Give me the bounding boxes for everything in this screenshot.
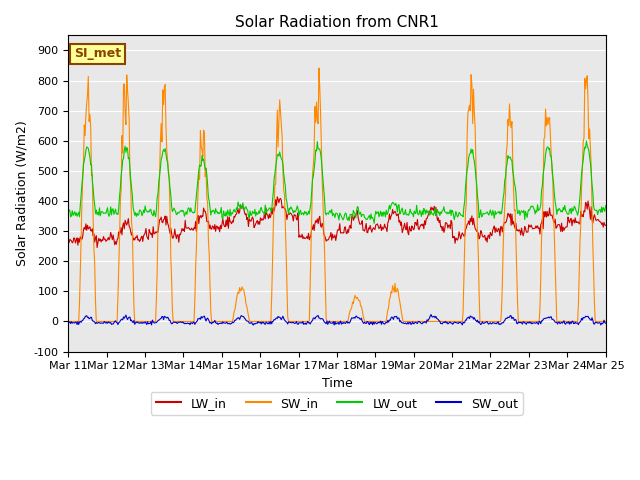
Title: Solar Radiation from CNR1: Solar Radiation from CNR1 (235, 15, 439, 30)
LW_out (552, 204, 560, 210)
SW_in (518, 319, 525, 324)
Text: SI_met: SI_met (74, 48, 121, 60)
SW_out (602, 320, 609, 326)
SW_out (79, 316, 87, 322)
SW_out (208, 321, 216, 327)
LW_out (518, 208, 525, 214)
Line: SW_in: SW_in (68, 68, 605, 322)
LW_in (553, 225, 561, 230)
X-axis label: Time: Time (321, 377, 353, 390)
SW_in (602, 319, 609, 324)
LW_out (602, 203, 609, 209)
LW_out (208, 208, 216, 214)
LW_in (273, 194, 281, 200)
SW_out (152, 320, 159, 325)
SW_out (250, 322, 257, 328)
SW_out (65, 321, 72, 327)
LW_out (240, 205, 248, 211)
Line: LW_out: LW_out (68, 141, 605, 223)
SW_in (552, 295, 560, 301)
LW_out (65, 210, 72, 216)
LW_out (152, 214, 159, 219)
SW_in (65, 319, 72, 324)
SW_in (79, 159, 87, 165)
LW_out (79, 162, 87, 168)
SW_in (152, 319, 159, 324)
SW_out (428, 312, 435, 317)
LW_in (65, 237, 72, 243)
SW_in (208, 319, 216, 324)
LW_in (93, 245, 101, 251)
SW_out (240, 314, 248, 320)
LW_in (152, 230, 160, 236)
Legend: LW_in, SW_in, LW_out, SW_out: LW_in, SW_in, LW_out, SW_out (151, 392, 523, 415)
LW_out (371, 220, 378, 226)
LW_in (79, 227, 87, 232)
SW_in (240, 287, 248, 292)
SW_in (315, 65, 323, 71)
Line: SW_out: SW_out (68, 314, 605, 325)
LW_in (209, 223, 216, 229)
LW_in (602, 223, 609, 228)
LW_out (582, 138, 590, 144)
Line: LW_in: LW_in (68, 197, 605, 248)
Y-axis label: Solar Radiation (W/m2): Solar Radiation (W/m2) (15, 120, 28, 266)
SW_out (553, 320, 561, 325)
LW_in (241, 209, 248, 215)
SW_out (518, 321, 526, 327)
LW_in (518, 230, 526, 236)
